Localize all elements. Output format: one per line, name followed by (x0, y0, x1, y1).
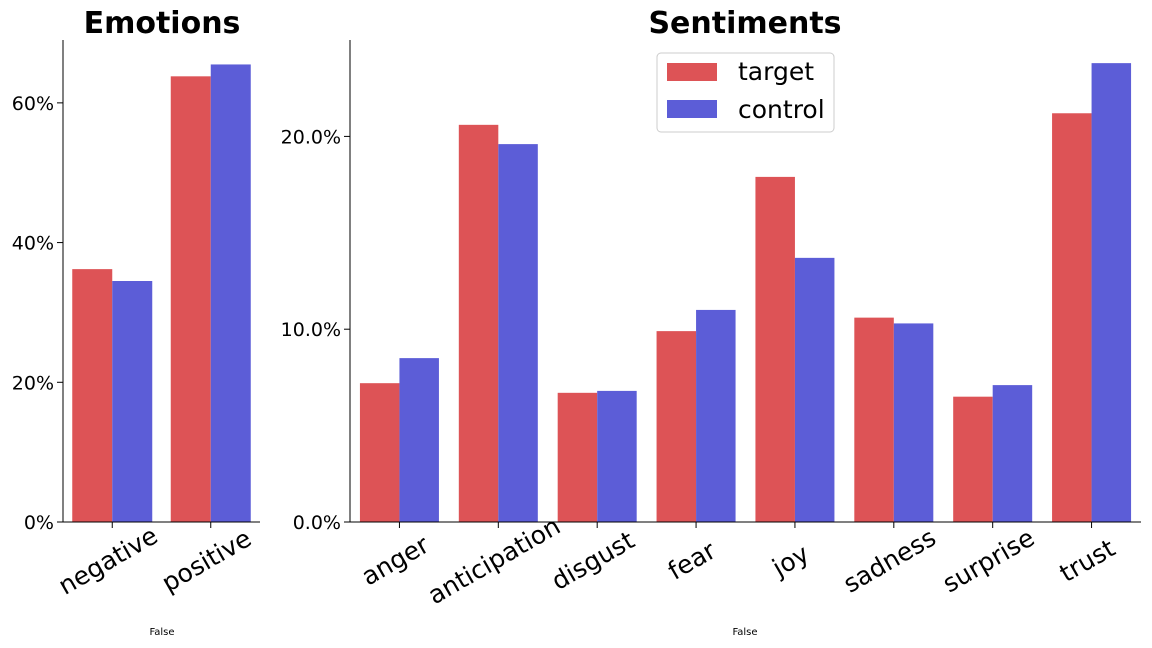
sentiments-xtick-label-surprise: surprise (938, 523, 1040, 598)
sentiments-panel: Sentiments 0.0% 10.0% 20.0% angeranticipat… (281, 6, 1141, 638)
sentiments-bar-control-joy (794, 257, 835, 522)
sentiments-xtick-label-anticipation: anticipation (423, 511, 565, 610)
sentiments-ytick-label: 20.0% (281, 126, 341, 148)
emotions-bar-control-positive (210, 64, 251, 522)
emotions-title: Emotions (84, 6, 241, 41)
sentiments-bar-target-fear (656, 331, 697, 522)
emotions-x-label: False (149, 627, 174, 638)
sentiments-xtick-label-trust: trust (1055, 533, 1121, 588)
sentiments-bar-target-trust (1052, 113, 1092, 522)
sentiments-bar-control-surprise (992, 385, 1033, 522)
legend-label-control: control (738, 95, 825, 124)
emotions-ytick-label: 0% (24, 512, 54, 534)
sentiments-bar-control-anger (399, 358, 439, 522)
sentiments-bar-control-anticipation (498, 144, 538, 522)
emotions-bar-target-negative (72, 269, 113, 522)
emotions-bar-control-negative (112, 281, 153, 522)
emotions-ytick-label: 20% (12, 372, 54, 394)
sentiments-ytick-label: 0.0% (293, 512, 341, 534)
sentiments-bar-control-fear (696, 309, 736, 522)
sentiments-bar-target-disgust (557, 392, 598, 522)
sentiments-bar-target-anticipation (458, 124, 499, 522)
legend-label-target: target (738, 57, 814, 86)
emotions-ytick-label: 40% (12, 233, 54, 255)
emotions-xtick-label-negative: negative (53, 521, 162, 601)
emotions-bars (72, 64, 251, 522)
legend: target control (656, 52, 835, 133)
sentiments-bar-control-trust (1091, 63, 1132, 523)
sentiments-xtick-label-fear: fear (663, 535, 721, 585)
sentiments-bar-target-joy (755, 176, 795, 522)
sentiments-xtick-label-sadness: sadness (838, 523, 940, 599)
emotions-xtick-label-positive: positive (157, 524, 256, 598)
emotions-y-ticks: 0% 20% 40% 60% (12, 93, 63, 534)
sentiments-xtick-label-anger: anger (356, 530, 434, 592)
sentiments-xtick-label-joy: joy (767, 539, 815, 583)
sentiments-title: Sentiments (648, 6, 841, 41)
sentiments-bar-target-surprise (953, 396, 993, 522)
sentiments-bar-target-anger (359, 383, 400, 522)
sentiments-bars (359, 63, 1132, 523)
sentiments-bar-control-sadness (893, 323, 934, 522)
sentiments-x-label: False (732, 627, 757, 638)
legend-swatch-target (667, 63, 717, 81)
legend-swatch-control (667, 100, 717, 118)
sentiments-ytick-label: 10.0% (281, 319, 341, 341)
emotions-bar-target-positive (170, 76, 211, 522)
sentiments-y-ticks: 0.0% 10.0% 20.0% (281, 126, 350, 534)
emotions-ytick-label: 60% (12, 93, 54, 115)
sentiments-bar-target-sadness (854, 317, 894, 522)
sentiments-bar-control-disgust (597, 390, 637, 522)
